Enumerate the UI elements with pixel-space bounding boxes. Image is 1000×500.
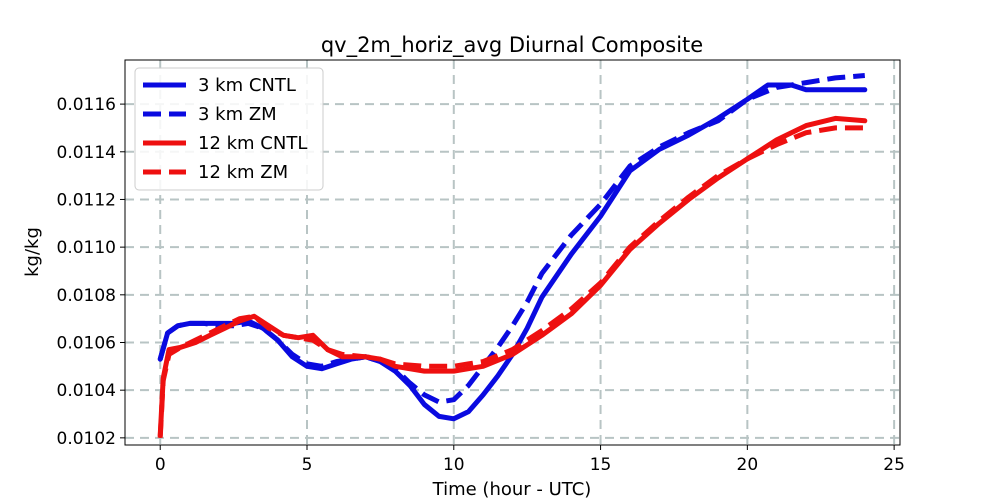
x-axis: 0 5 10 15 20 25 (155, 445, 905, 475)
chart-title: qv_2m_horiz_avg Diurnal Composite (321, 33, 703, 58)
x-tick-label: 0 (155, 455, 166, 475)
y-axis-title: kg/kg (22, 227, 43, 277)
y-tick-label: 0.0108 (57, 286, 116, 306)
grid (125, 60, 900, 445)
y-axis: 0.0102 0.0104 0.0106 0.0108 0.0110 0.0112 0.01… (57, 95, 125, 449)
series-group (157, 73, 868, 438)
y-tick-label: 0.0102 (57, 429, 116, 449)
y-tick-label: 0.0104 (57, 381, 116, 401)
series-line-3-km-zm (157, 73, 866, 405)
legend-label: 12 km ZM (198, 162, 288, 183)
legend-label: 12 km CNTL (198, 133, 307, 154)
x-tick-label: 5 (302, 455, 313, 475)
y-tick-label: 0.0116 (57, 95, 116, 115)
y-tick-label: 0.0112 (57, 190, 116, 210)
y-tick-label: 0.0110 (57, 238, 116, 258)
x-tick-label: 20 (737, 455, 759, 475)
legend-label: 3 km CNTL (198, 75, 296, 96)
legend-label: 3 km ZM (198, 104, 277, 125)
legend: 3 km CNTL 3 km ZM 12 km CNTL 12 km ZM (134, 67, 324, 191)
y-tick-label: 0.0114 (57, 143, 116, 163)
y-tick-label: 0.0106 (57, 333, 116, 353)
x-axis-title: Time (hour - UTC) (432, 479, 592, 500)
x-tick-label: 15 (590, 455, 612, 475)
plot-frame (124, 59, 901, 446)
x-tick-label: 10 (443, 455, 465, 475)
series-line-12-km-zm (157, 125, 865, 438)
x-tick-label: 25 (883, 455, 905, 475)
legend-frame (134, 67, 324, 191)
